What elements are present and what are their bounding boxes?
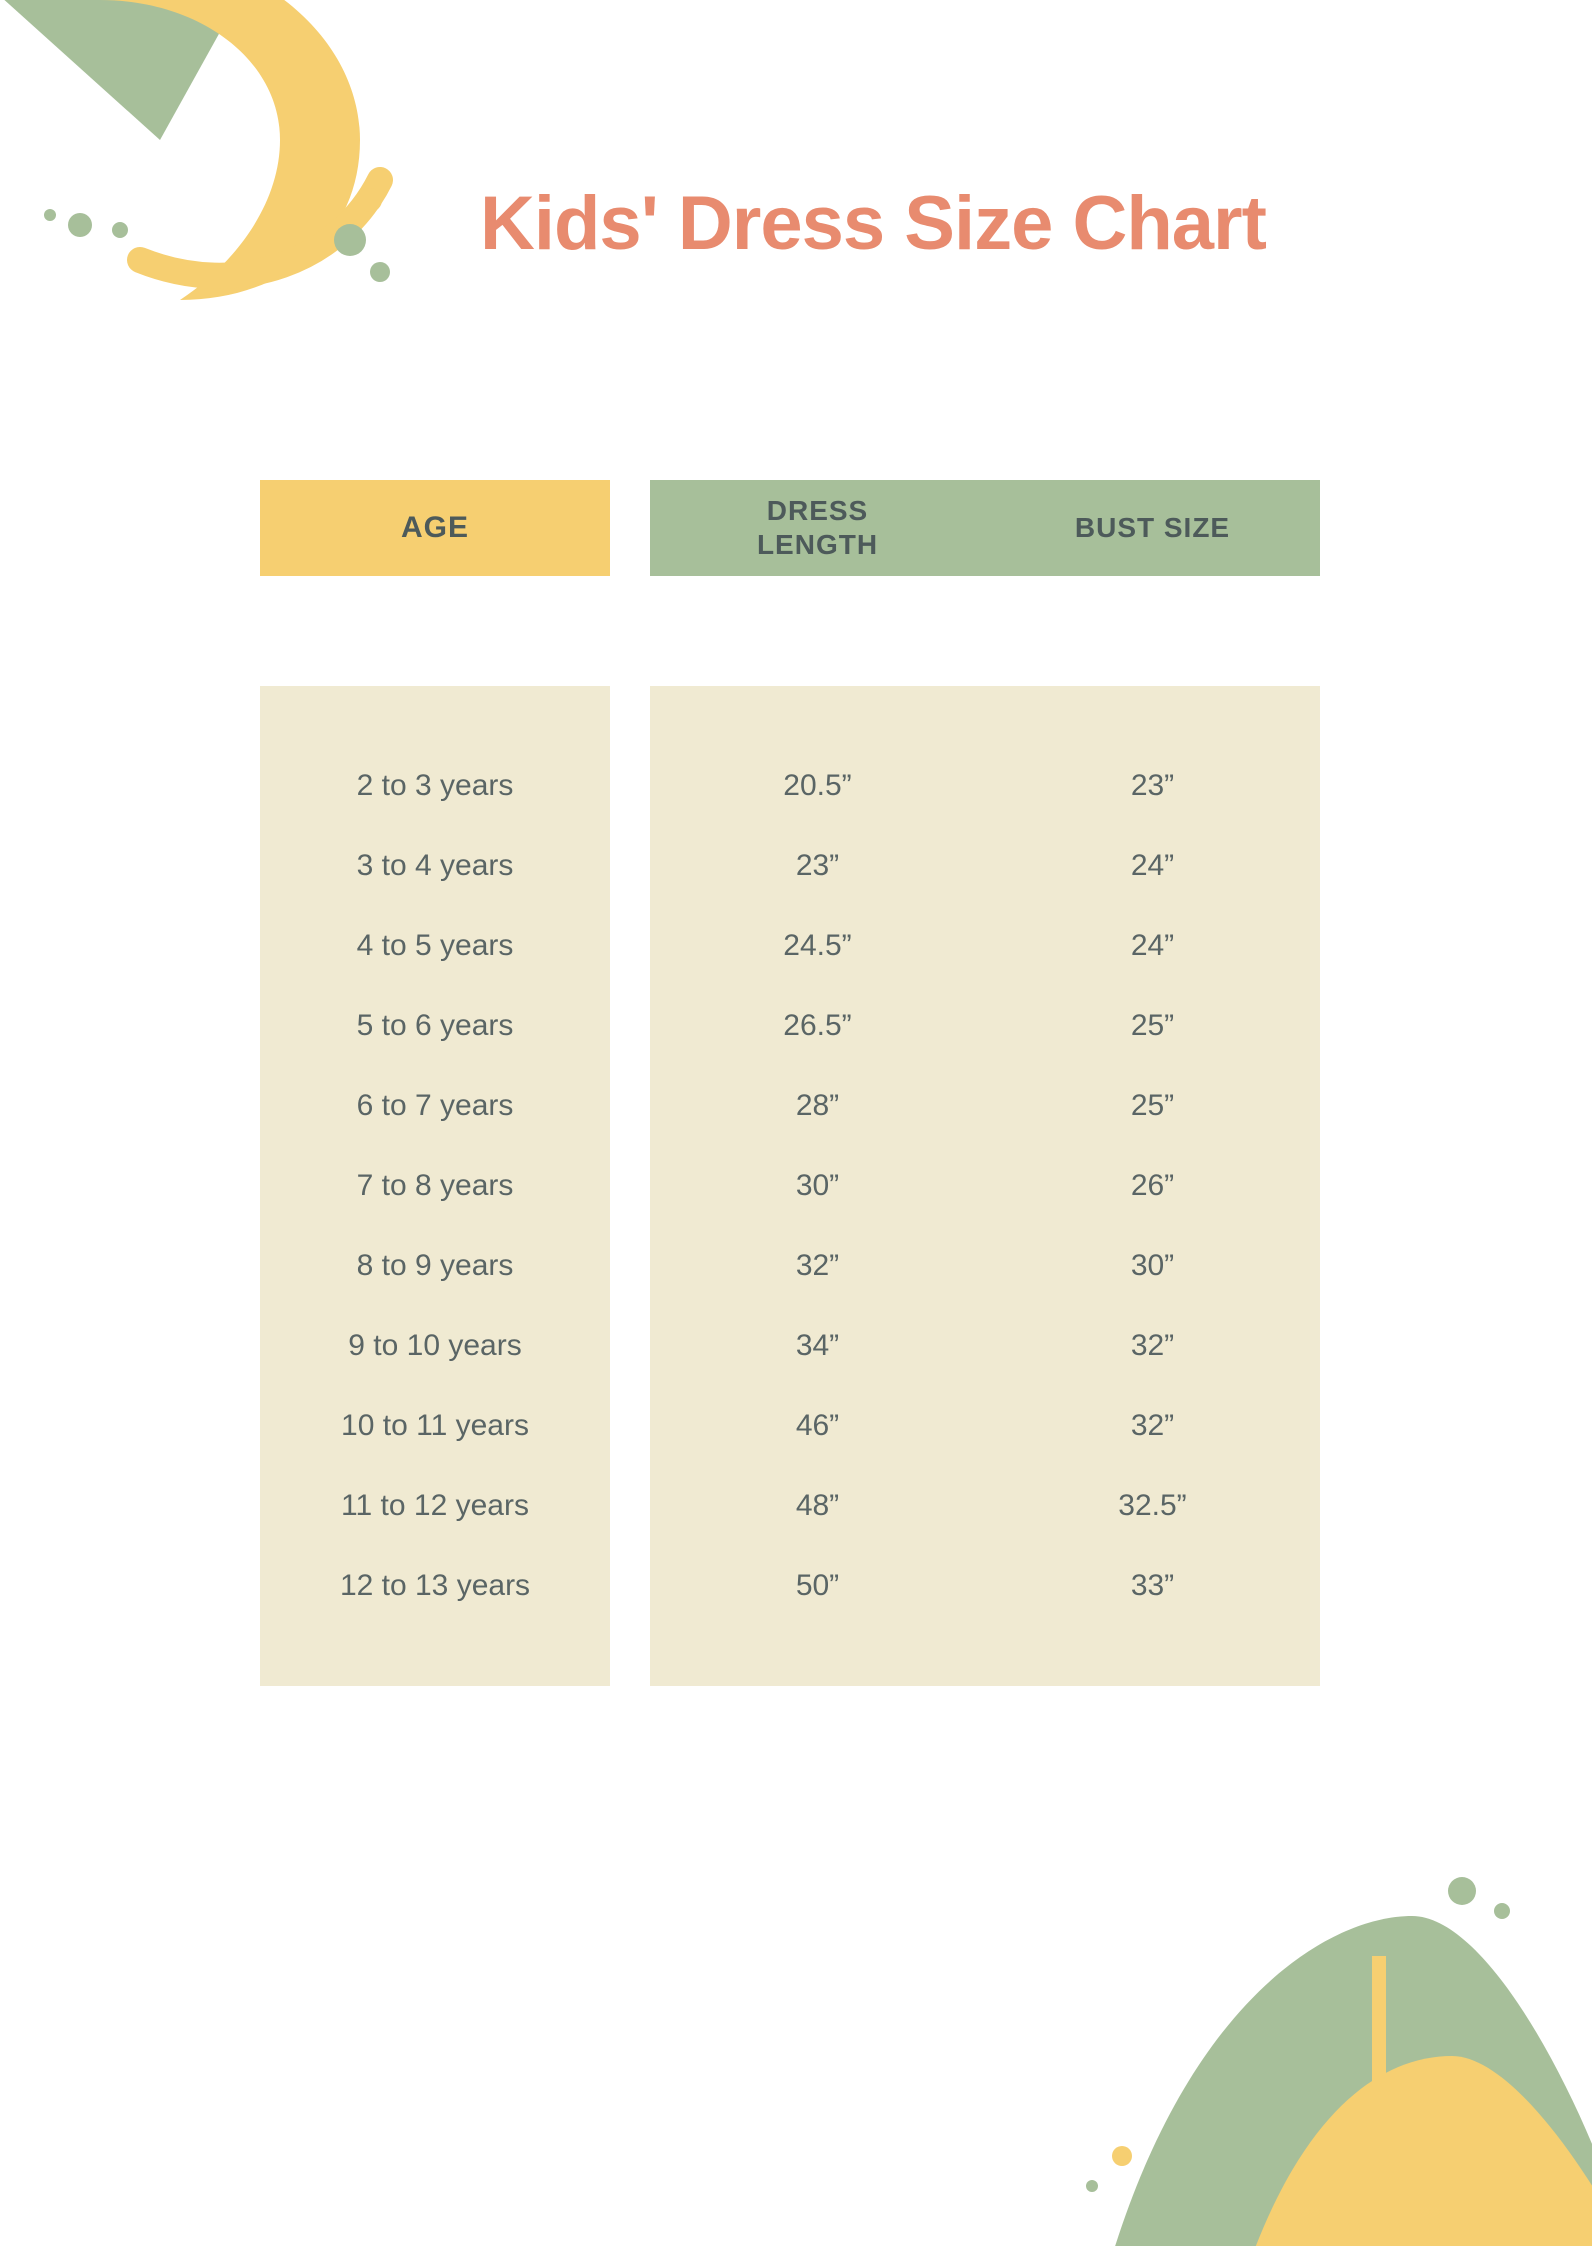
cell-dress-length: 24.5” bbox=[650, 906, 985, 986]
size-chart: AGE DRESS LENGTH BUST SIZE 2 to 3 years3… bbox=[260, 480, 1320, 1686]
header-measurements: DRESS LENGTH BUST SIZE bbox=[650, 480, 1320, 576]
cell-age: 7 to 8 years bbox=[260, 1146, 610, 1226]
header-dress-length: DRESS LENGTH bbox=[650, 480, 985, 576]
table-body: 2 to 3 years3 to 4 years4 to 5 years5 to… bbox=[260, 686, 1320, 1686]
cell-dress-length: 32” bbox=[650, 1226, 985, 1306]
cell-dress-length: 30” bbox=[650, 1146, 985, 1226]
cell-dress-length: 34” bbox=[650, 1306, 985, 1386]
cell-age: 10 to 11 years bbox=[260, 1386, 610, 1466]
cell-age: 4 to 5 years bbox=[260, 906, 610, 986]
cell-bust-size: 25” bbox=[985, 1066, 1320, 1146]
cell-bust-size: 24” bbox=[985, 906, 1320, 986]
cell-age: 12 to 13 years bbox=[260, 1546, 610, 1626]
cell-bust-size: 30” bbox=[985, 1226, 1320, 1306]
cell-dress-length: 20.5” bbox=[650, 746, 985, 826]
cell-bust-size: 32” bbox=[985, 1306, 1320, 1386]
cell-bust-size: 26” bbox=[985, 1146, 1320, 1226]
column-bust-size: 23”24”24”25”25”26”30”32”32”32.5”33” bbox=[985, 746, 1320, 1626]
cell-age: 3 to 4 years bbox=[260, 826, 610, 906]
header-age: AGE bbox=[260, 480, 610, 576]
header-bust-size: BUST SIZE bbox=[985, 480, 1320, 576]
cell-age: 6 to 7 years bbox=[260, 1066, 610, 1146]
column-measurements: 20.5”23”24.5”26.5”28”30”32”34”46”48”50” … bbox=[650, 686, 1320, 1686]
header-dress-length-line1: DRESS bbox=[767, 494, 868, 528]
cell-dress-length: 48” bbox=[650, 1466, 985, 1546]
cell-age: 9 to 10 years bbox=[260, 1306, 610, 1386]
column-age: 2 to 3 years3 to 4 years4 to 5 years5 to… bbox=[260, 686, 610, 1686]
decoration-bottom-right bbox=[992, 1796, 1592, 2246]
cell-age: 8 to 9 years bbox=[260, 1226, 610, 1306]
header-dress-length-line2: LENGTH bbox=[757, 528, 878, 562]
decoration-top-left bbox=[0, 0, 500, 350]
cell-age: 2 to 3 years bbox=[260, 746, 610, 826]
cell-dress-length: 50” bbox=[650, 1546, 985, 1626]
cell-bust-size: 23” bbox=[985, 746, 1320, 826]
cell-bust-size: 32” bbox=[985, 1386, 1320, 1466]
cell-age: 5 to 6 years bbox=[260, 986, 610, 1066]
cell-bust-size: 24” bbox=[985, 826, 1320, 906]
cell-age: 11 to 12 years bbox=[260, 1466, 610, 1546]
cell-bust-size: 25” bbox=[985, 986, 1320, 1066]
cell-dress-length: 23” bbox=[650, 826, 985, 906]
cell-dress-length: 46” bbox=[650, 1386, 985, 1466]
column-dress-length: 20.5”23”24.5”26.5”28”30”32”34”46”48”50” bbox=[650, 746, 985, 1626]
cell-dress-length: 26.5” bbox=[650, 986, 985, 1066]
table-header-row: AGE DRESS LENGTH BUST SIZE bbox=[260, 480, 1320, 576]
page-title: Kids' Dress Size Chart bbox=[480, 180, 1266, 267]
cell-bust-size: 33” bbox=[985, 1546, 1320, 1626]
cell-dress-length: 28” bbox=[650, 1066, 985, 1146]
cell-bust-size: 32.5” bbox=[985, 1466, 1320, 1546]
